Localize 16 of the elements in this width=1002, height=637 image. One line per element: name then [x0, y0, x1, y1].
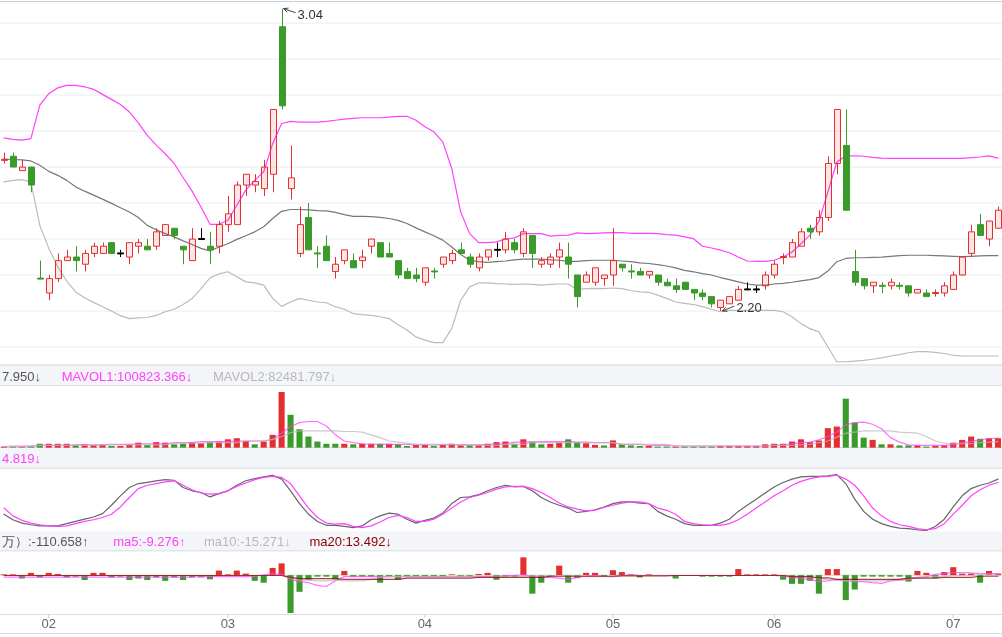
x-tick-label: 03	[220, 616, 236, 631]
text: MAVOL1:100823.366↓	[61, 368, 193, 384]
x-tick-label: 07	[945, 616, 961, 631]
text: ma5:-9.276↑	[113, 533, 186, 549]
text: MAVOL2:82481.797↓	[212, 368, 337, 384]
text: ma20:13.492↓	[309, 533, 392, 549]
text: 4.819↓	[2, 451, 42, 467]
x-tick-label: 05	[605, 616, 621, 631]
x-tick-label: 04	[417, 616, 433, 631]
x-tick-label: 02	[41, 616, 57, 631]
annotation: 3.04	[297, 6, 323, 22]
text: 万）:-110.658↑	[2, 533, 89, 549]
x-tick-label: 06	[766, 616, 782, 631]
text: 7.950↓	[2, 368, 42, 384]
text: ma10:-15.271↓	[204, 533, 291, 549]
annotation: 2.20	[736, 300, 762, 316]
